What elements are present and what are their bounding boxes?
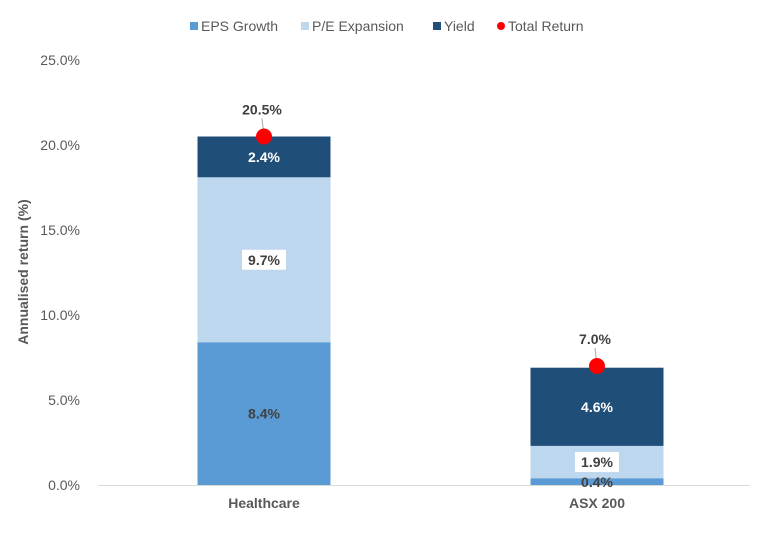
data-label: 4.6% <box>581 399 613 415</box>
y-tick-label: 5.0% <box>48 392 80 408</box>
legend-label: EPS Growth <box>201 18 278 34</box>
data-label-box <box>575 452 619 473</box>
total-return-label: 20.5% <box>242 102 282 118</box>
bars: 8.4% 9.7% 2.4% 20.5% 0.4% 1.9% 4.6% 7.0% <box>197 102 664 490</box>
data-label: 2.4% <box>248 149 280 165</box>
legend-swatch <box>190 22 198 30</box>
total-return-marker <box>589 358 605 374</box>
data-label-box <box>242 249 286 270</box>
legend-label: Total Return <box>508 18 583 34</box>
y-axis-label: Annualised return (%) <box>15 199 31 344</box>
y-axis: 0.0% 5.0% 10.0% 15.0% 20.0% 25.0% <box>40 52 80 493</box>
legend-swatch <box>301 22 309 30</box>
bar-segment <box>530 478 664 485</box>
y-tick-label: 25.0% <box>40 52 80 68</box>
total-return-label: 7.0% <box>579 331 611 347</box>
data-label: 0.4% <box>581 474 613 490</box>
y-tick-label: 20.0% <box>40 137 80 153</box>
data-label: 9.7% <box>248 252 280 268</box>
data-label: 8.4% <box>248 406 280 422</box>
x-tick-label: ASX 200 <box>569 495 625 511</box>
y-tick-label: 10.0% <box>40 307 80 323</box>
legend-swatch <box>433 22 441 30</box>
legend-marker <box>497 22 505 30</box>
legend-label: Yield <box>444 18 475 34</box>
y-tick-label: 0.0% <box>48 477 80 493</box>
legend-label: P/E Expansion <box>312 18 404 34</box>
data-label: 1.9% <box>581 454 613 470</box>
legend: EPS Growth P/E Expansion Yield Total Return <box>190 18 583 34</box>
bar-segment <box>197 342 331 485</box>
y-tick-label: 15.0% <box>40 222 80 238</box>
bar-segment <box>530 367 664 446</box>
x-axis: Healthcare ASX 200 <box>228 495 625 511</box>
total-return-marker <box>256 128 272 145</box>
x-tick-label: Healthcare <box>228 495 300 511</box>
